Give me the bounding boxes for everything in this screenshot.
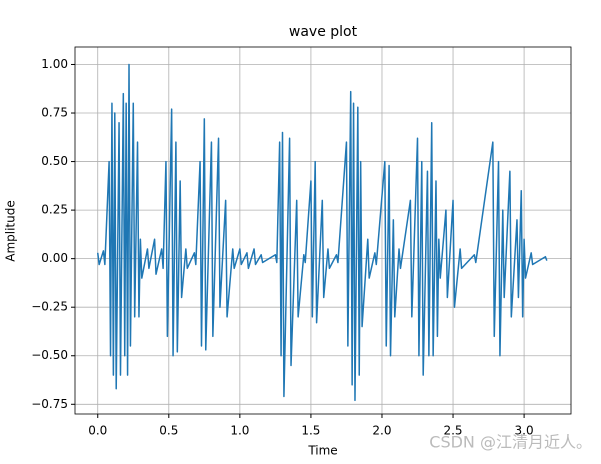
y-tick-label: −0.25 bbox=[31, 300, 68, 314]
chart-title: wave plot bbox=[289, 24, 358, 40]
x-tick-label: 1.0 bbox=[230, 424, 249, 438]
x-tick-label: 3.0 bbox=[515, 424, 534, 438]
y-tick-label: 0.75 bbox=[41, 106, 68, 120]
y-tick-label: 1.00 bbox=[41, 57, 68, 71]
x-tick-label: 0.0 bbox=[88, 424, 107, 438]
y-tick-label: 0.25 bbox=[41, 203, 68, 217]
y-tick-label: 0.50 bbox=[41, 154, 68, 168]
plot-frame bbox=[74, 46, 572, 415]
y-tick-label: −0.75 bbox=[31, 397, 68, 411]
x-tick-label: 1.5 bbox=[301, 424, 320, 438]
y-tick-label: −0.50 bbox=[31, 348, 68, 362]
x-tick-label: 0.5 bbox=[159, 424, 178, 438]
x-tick-label: 2.0 bbox=[372, 424, 391, 438]
x-axis-label: Time bbox=[307, 444, 337, 458]
waveform bbox=[96, 63, 548, 402]
y-axis-label: Amplitude bbox=[4, 200, 18, 262]
x-tick-label: 2.5 bbox=[443, 424, 462, 438]
watermark: CSDN @江清月近人。 bbox=[429, 433, 592, 452]
y-tick-label: 0.00 bbox=[41, 251, 68, 265]
